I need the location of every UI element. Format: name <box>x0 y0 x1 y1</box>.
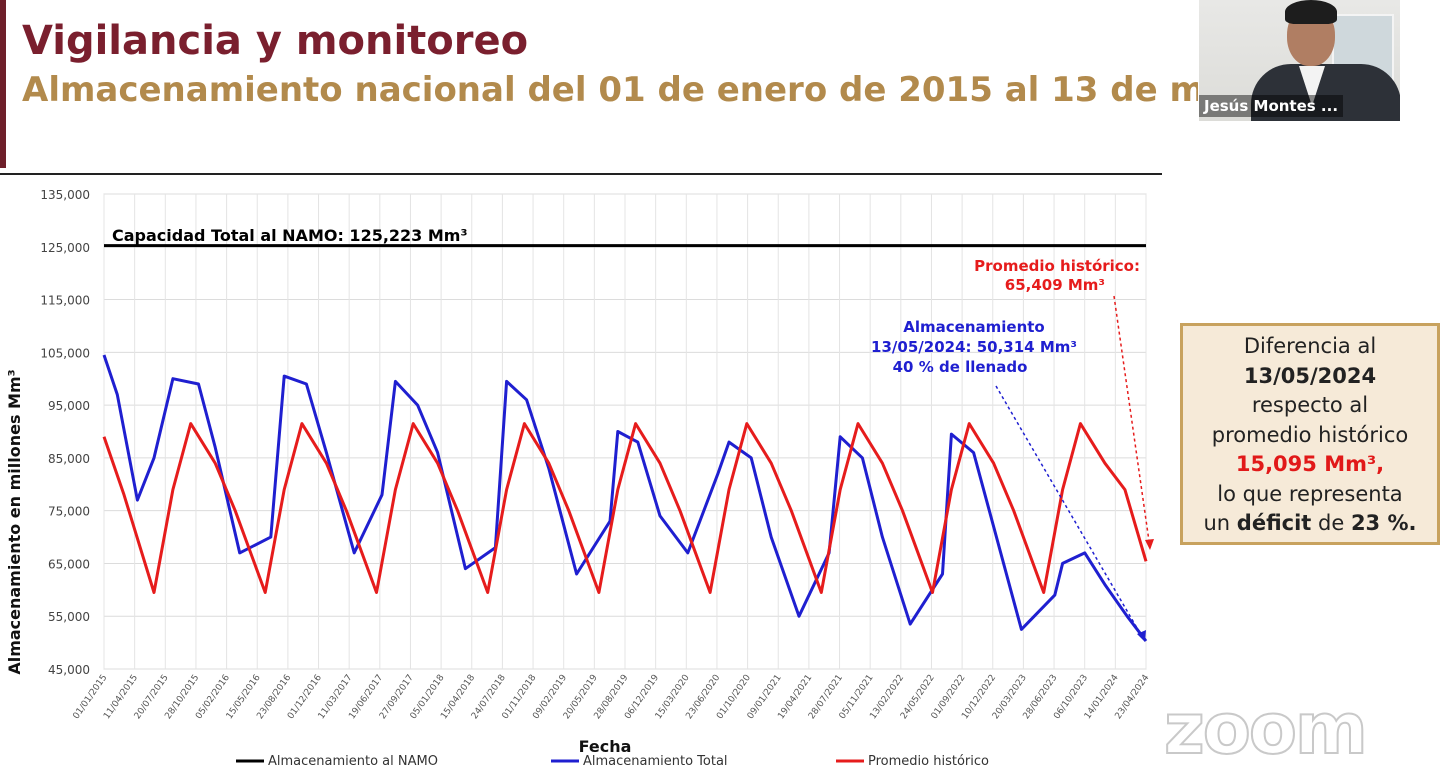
y-tick-label: 105,000 <box>40 346 90 360</box>
annotation-layer: Capacidad Total al NAMO: 125,223 Mm³ Pro… <box>112 226 1154 642</box>
callout-line-3: respecto al <box>1251 393 1369 417</box>
storage-pointer-head <box>1137 630 1146 642</box>
namo-annotation: Capacidad Total al NAMO: 125,223 Mm³ <box>112 226 467 245</box>
callout-date: 13/05/2024 <box>1243 363 1377 388</box>
slide-title: Vigilancia y monitoreo <box>22 18 529 64</box>
callout-deficit-word: déficit <box>1236 511 1312 535</box>
y-tick-label: 125,000 <box>40 241 90 255</box>
slide-subtitle: Almacenamiento nacional del 01 de enero … <box>22 70 1198 110</box>
storage-line-chart: 45,000 55,000 65,000 75,000 85,000 95,000 105,… <box>5 188 1154 769</box>
deficit-callout-box: Diferencia al 13/05/2024 respecto al pro… <box>1180 323 1440 545</box>
participant-name-label: Jesús Montes ... <box>1199 95 1344 117</box>
y-tick-label: 65,000 <box>48 557 90 571</box>
y-tick-label: 95,000 <box>48 399 90 413</box>
historic-annotation-line2: 65,409 Mm³ <box>1005 276 1105 294</box>
zoom-watermark-logo: zoom <box>1163 688 1369 770</box>
participant-hair <box>1285 0 1337 24</box>
historic-pointer-head <box>1145 539 1154 550</box>
series-line-1 <box>102 354 1148 642</box>
x-tick-labels: 01/01/201511/04/201520/07/201528/10/2015… <box>72 673 1152 721</box>
y-tick-label: 45,000 <box>48 663 90 677</box>
callout-line-7: un déficit de 23 %. <box>1183 509 1437 539</box>
callout-line-6: lo que representa <box>1217 481 1403 506</box>
chart-legend: Almacenamiento al NAMO Almacenamiento Tot… <box>236 754 989 769</box>
y-tick-label: 55,000 <box>48 610 90 624</box>
legend-label: Promedio histórico <box>868 754 989 769</box>
series-line-2 <box>102 422 1148 594</box>
callout-line-7-pre: un <box>1203 511 1237 535</box>
callout-deficit-value: 15,095 Mm³, <box>1235 452 1385 476</box>
y-tick-label: 135,000 <box>40 188 90 202</box>
series-layer <box>102 244 1148 642</box>
y-axis-label: Almacenamiento en millones Mm³ <box>5 369 24 674</box>
callout-line-7-mid: de <box>1311 511 1351 535</box>
storage-annotation-line2: 13/05/2024: 50,314 Mm³ <box>871 338 1077 356</box>
callout-line-1: Diferencia al <box>1243 334 1377 358</box>
callout-line-4: promedio histórico <box>1211 422 1409 447</box>
historic-pointer-arrow <box>1113 295 1151 549</box>
y-tick-labels: 45,000 55,000 65,000 75,000 85,000 95,000 105,… <box>40 188 90 677</box>
y-tick-label: 85,000 <box>48 452 90 466</box>
storage-annotation-line3: 40 % de llenado <box>893 358 1028 376</box>
title-accent-bar <box>0 0 6 168</box>
x-axis-label: Fecha <box>579 737 632 756</box>
storage-annotation-line1: Almacenamiento <box>903 318 1044 336</box>
y-tick-label: 115,000 <box>40 294 90 308</box>
legend-label: Almacenamiento Total <box>583 754 728 769</box>
historic-annotation-line1: Promedio histórico: <box>974 257 1140 275</box>
header-divider <box>0 173 1162 175</box>
participant-video-tile[interactable]: Jesús Montes ... <box>1199 0 1400 121</box>
y-tick-label: 75,000 <box>48 505 90 519</box>
legend-label: Almacenamiento al NAMO <box>268 754 438 769</box>
callout-deficit-percent: 23 %. <box>1350 511 1417 535</box>
participant-body <box>1251 64 1400 121</box>
storage-pointer-arrow <box>995 385 1145 641</box>
